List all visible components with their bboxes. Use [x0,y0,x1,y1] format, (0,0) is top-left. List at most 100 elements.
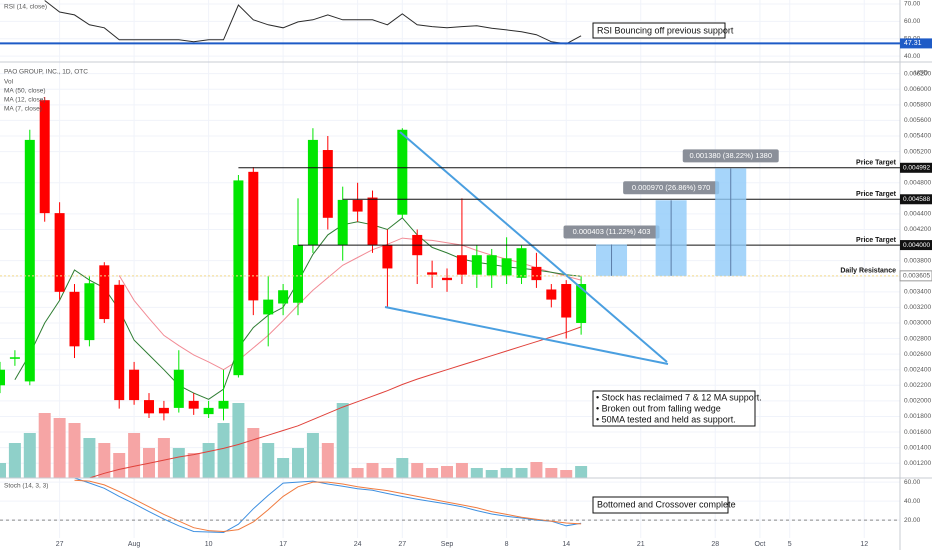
moving-average [89,326,582,479]
volume-bar [515,468,528,478]
y-tick-label: 0.003400 [904,289,931,296]
y-tick-label: 0.005200 [904,148,931,155]
plot [0,0,588,534]
measure-label-box [563,225,660,239]
resistance-text: Daily Resistance [840,268,896,275]
volume-bar [321,443,334,478]
legend-entry: MA (12, close) [4,97,46,104]
y-tick-label: 0.004200 [904,226,931,233]
y-tick-label: 0.003200 [904,304,931,311]
stoch-d [74,479,582,533]
wedge-line [399,131,668,363]
rsi-level-box [900,38,932,49]
measure-label: 0.001380 (38.22%) 1380 [689,151,772,160]
volume-bar [83,438,96,478]
volume-bar [23,433,36,478]
volume-bar [470,468,483,478]
note-box [592,496,729,514]
rsi-title: RSI (14, close) [4,4,47,11]
y-tick-label: 0.002800 [904,335,931,342]
candle-body [427,272,438,275]
overlays: 47.31 Daily Resistance 0.003605 Price Targe… [0,38,932,521]
target-label: 0.004588 [903,196,930,203]
y-tick-label: 40.00 [904,53,921,60]
volume-bar [68,423,81,478]
volume-bar [411,463,424,478]
x-tick-label: 12 [860,541,868,548]
y-tick-label: 40.00 [904,498,921,505]
candle-body [263,299,274,315]
candle-body [307,139,318,246]
candle-body [486,255,497,276]
volume-bar [262,443,275,478]
note-line: • Stock has reclaimed 7 & 12 MA support. [596,392,762,402]
volume-bar [366,463,379,478]
candle-body [144,400,155,414]
stoch-k [74,477,582,534]
candle-body [337,199,348,246]
candle-body [158,407,169,414]
candle-body [248,171,259,301]
volume-bar [277,458,290,478]
volume-bar [128,433,141,478]
legend-entry: MA (7, close) [4,106,42,113]
candle-body [188,400,199,409]
x-tick-label: 27 [56,541,64,548]
target-box [900,194,932,205]
note-line: • Broken out from falling wedge [596,403,721,413]
y-tick-label: 20.00 [904,517,921,524]
volume-bar [8,443,21,478]
wedge-line [384,306,669,365]
candle-body [322,150,333,218]
candle-body [561,284,572,318]
note-line: • 50MA tested and held as support. [596,414,736,424]
volume-bar [38,413,51,478]
y-tick-label: 0.001600 [904,429,931,436]
volume-bar [575,466,588,478]
currency: USD [914,70,928,77]
volume-bar [247,428,260,478]
volume-bar [113,453,126,478]
measure-label-box [623,181,720,195]
target-box [900,162,932,173]
volume-bar [500,468,513,478]
volume-bar [381,468,394,478]
resistance-label: 0.003605 [903,273,930,280]
candle-body [382,245,393,269]
candle-body [516,248,527,278]
candle-body [576,284,587,323]
volume-bar [426,468,439,478]
candle-body [456,255,467,275]
volume-bar [172,448,185,478]
y-tick-label: 70.00 [904,1,921,8]
measure-label: 0.000970 (26.86%) 970 [632,183,710,192]
candle-body [54,213,65,292]
x-tick-label: 28 [711,541,719,548]
resistance-box [899,270,932,282]
y-tick-label: 0.004400 [904,211,931,218]
candle-body [397,129,408,215]
volume-bar [530,462,543,478]
y-tick-label: 0.001800 [904,413,931,420]
volume-bar [560,470,573,478]
volume-bar [232,403,245,478]
y-tick-label: 0.003800 [904,257,931,264]
target-text: Price Target [856,237,897,244]
volume-bar [292,448,305,478]
volume-bar [336,403,349,478]
volume-bar [351,468,364,478]
y-tick-label: 0.002200 [904,382,931,389]
candle-body [531,266,542,281]
x-tick-label: 27 [398,541,406,548]
candle-body [546,289,557,300]
candle-body [69,291,80,347]
volume-bar [485,470,498,478]
x-tick-label: Sep [441,541,454,548]
volume-bar [306,433,319,478]
candle-body [39,100,50,214]
target-text: Price Target [856,191,897,198]
x-tick-label: Oct [754,541,765,548]
rsi-note: RSI Bouncing off previous support [597,25,734,35]
candle-body [173,369,184,408]
